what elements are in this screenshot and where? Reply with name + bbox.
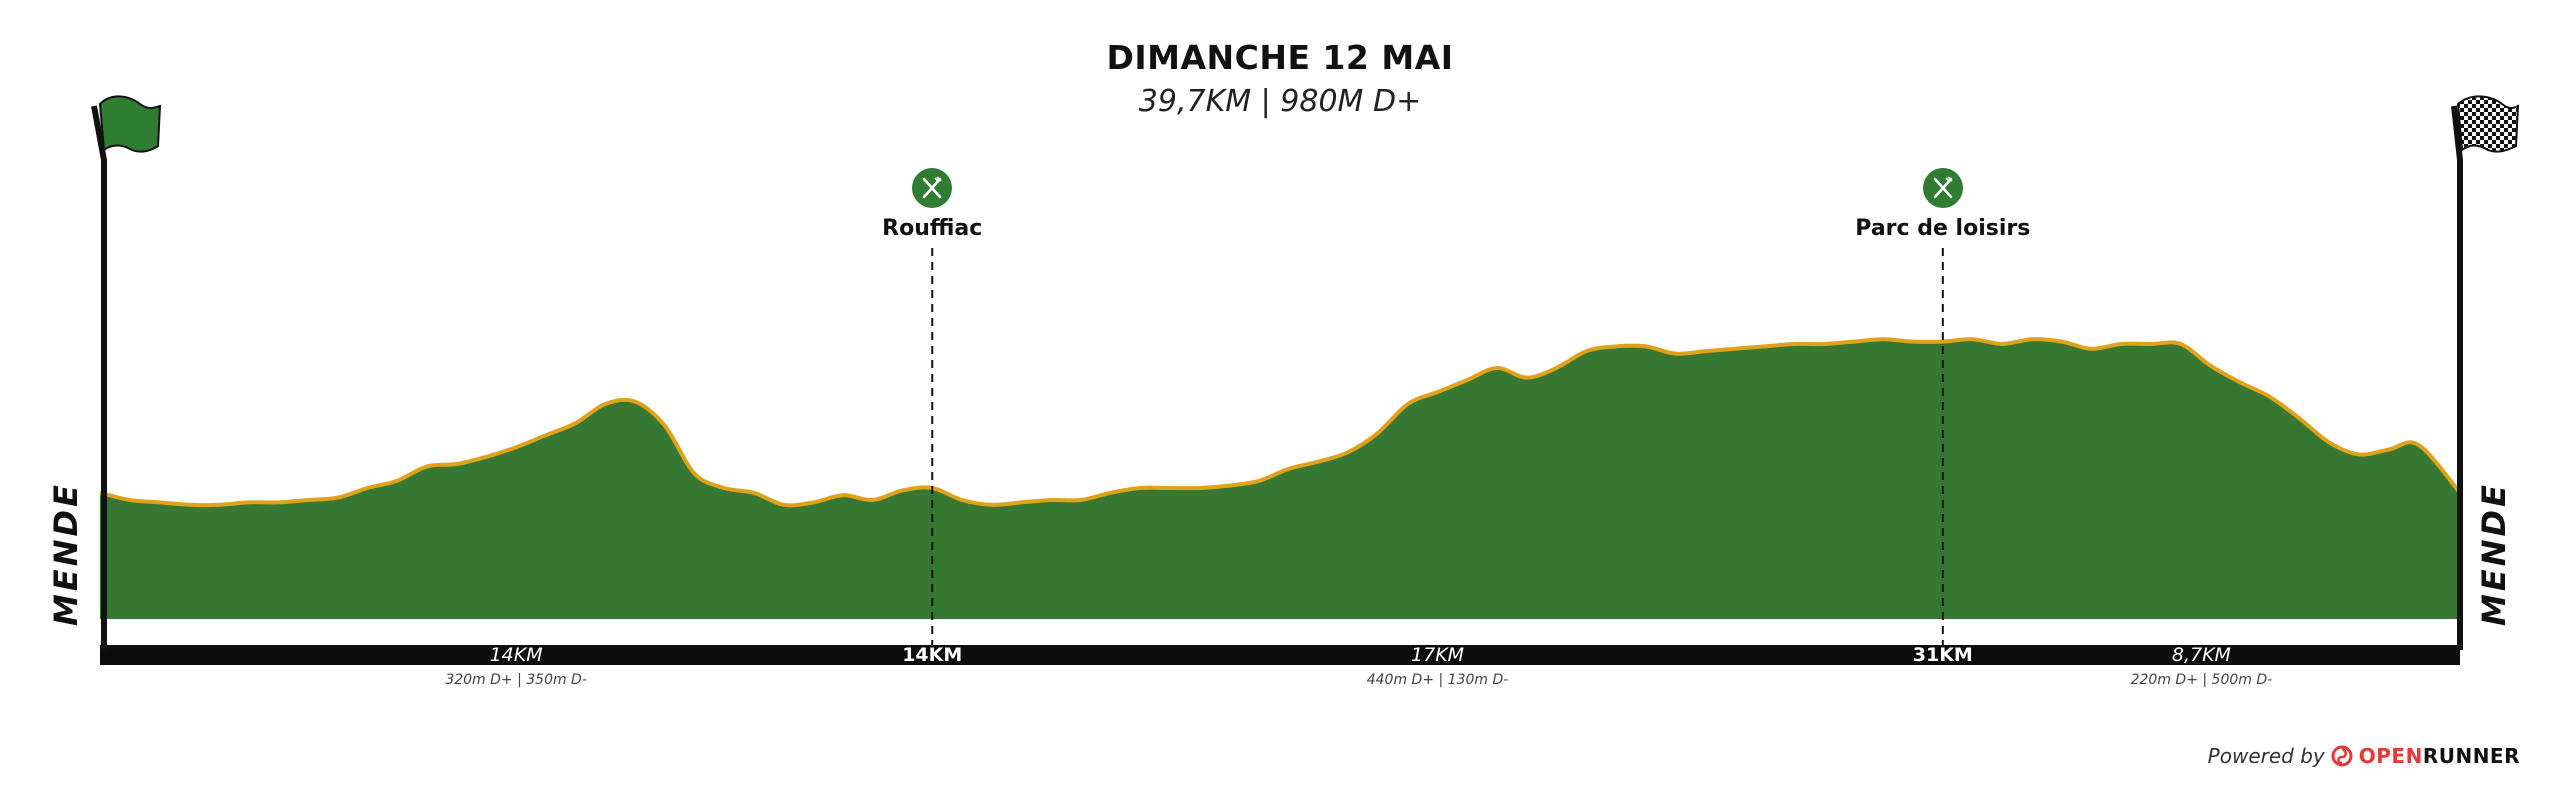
segment-distance: 8,7KM bbox=[2171, 644, 2231, 666]
segment-2: 17KM 440m D+ | 130m D- bbox=[1278, 644, 1598, 689]
powered-by: Powered by OPENRUNNER bbox=[2208, 744, 2520, 768]
stop-name: Parc de loisirs bbox=[1855, 216, 2031, 241]
checkered-flag-icon bbox=[2451, 95, 2520, 650]
segment-distance: 14KM bbox=[489, 644, 543, 666]
elevation-line bbox=[99, 337, 2462, 508]
start-location-label: MENDE bbox=[47, 482, 85, 626]
brand-open: OPEN bbox=[2358, 744, 2423, 768]
segment-3: 8,7KM 220m D+ | 500m D- bbox=[2041, 644, 2361, 689]
fork-knife-icon bbox=[912, 168, 953, 208]
stop-parc-de-loisirs: Parc de loisirs bbox=[1813, 168, 2073, 241]
openrunner-logo-icon bbox=[2331, 745, 2353, 767]
finish-location-label: MENDE bbox=[2475, 482, 2513, 626]
elevation-profile-chart bbox=[91, 95, 2520, 665]
baseline-white-band bbox=[100, 619, 2460, 645]
stop-rouffiac: Rouffiac bbox=[802, 168, 1062, 241]
chart-subtitle: 39,7KM | 980M D+ bbox=[1138, 84, 1422, 119]
segment-elevation: 440m D+ | 130m D- bbox=[1366, 672, 1509, 688]
segment-elevation: 320m D+ | 350m D- bbox=[445, 672, 587, 688]
stop-name: Rouffiac bbox=[882, 216, 983, 241]
segment-1: 14KM 320m D+ | 350m D- bbox=[356, 644, 676, 689]
chart-title: DIMANCHE 12 MAI bbox=[1106, 38, 1454, 77]
distance-axis-bar bbox=[100, 645, 2460, 665]
km-marker-14: 14KM bbox=[902, 644, 963, 666]
fork-knife-icon bbox=[1922, 168, 1963, 208]
km-marker-31: 31KM bbox=[1912, 644, 1973, 666]
openrunner-brand[interactable]: OPENRUNNER bbox=[2359, 744, 2520, 768]
brand-runner: RUNNER bbox=[2422, 744, 2520, 768]
segment-distance: 17KM bbox=[1411, 644, 1465, 666]
powered-by-text: Powered by bbox=[2207, 744, 2325, 768]
green-flag-icon bbox=[91, 95, 162, 650]
segment-elevation: 220m D+ | 500m D- bbox=[2130, 672, 2273, 688]
elevation-area bbox=[100, 339, 2460, 621]
